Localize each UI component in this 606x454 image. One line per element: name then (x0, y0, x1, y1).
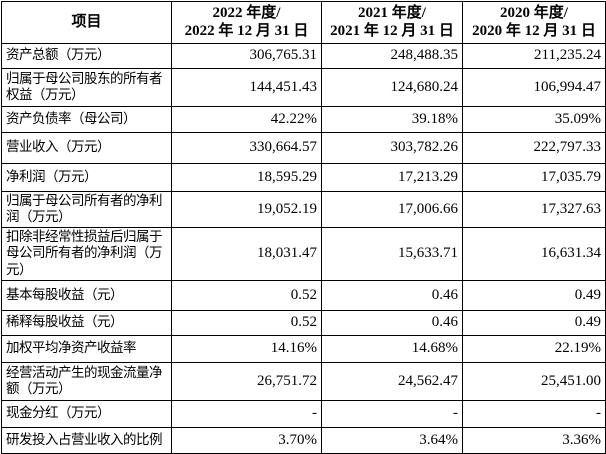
table-row-weighted-avg-roe: 加权平均净资产收益率 14.16% 14.68% 22.19% (1, 334, 606, 363)
value-2022: 26,751.72 (171, 361, 322, 401)
value-2022: 330,664.57 (171, 131, 322, 164)
value-2020: 3.36% (462, 426, 606, 454)
value-2022: 0.52 (171, 279, 322, 311)
row-label: 资产负债率（母公司） (1, 105, 172, 133)
col-header-item: 项目 (1, 1, 172, 44)
value-2021: 303,782.26 (321, 131, 463, 164)
value-2022: 0.52 (171, 309, 322, 336)
table-row-rd-ratio: 研发投入占营业收入的比例 3.70% 3.64% 3.36% (1, 426, 606, 454)
value-2020: 35.09% (462, 105, 606, 133)
value-2021: 3.64% (321, 426, 463, 454)
value-2021: 0.46 (321, 309, 463, 336)
value-2022: 144,451.43 (171, 67, 322, 107)
value-2021: 39.18% (321, 105, 463, 133)
table-row-total-assets: 资产总额（万元） 306,765.31 248,488.35 211,235.2… (1, 42, 606, 69)
table-row-basic-eps: 基本每股收益（元） 0.52 0.46 0.49 (1, 279, 606, 311)
value-2022: 18,595.29 (171, 162, 322, 192)
value-2021: - (321, 399, 463, 428)
row-label: 研发投入占营业收入的比例 (1, 426, 172, 454)
value-2020: 222,797.33 (462, 131, 606, 164)
col-header-2021: 2021 年度/ 2021 年 12 月 31 日 (321, 1, 463, 44)
value-2020: 0.49 (462, 279, 606, 311)
row-label: 稀释每股收益（元） (1, 309, 172, 336)
row-label: 归属于母公司所有者的净利润（万元） (1, 190, 172, 228)
row-label: 扣除非经常性损益后归属于母公司所有者的净利润（万元） (1, 226, 172, 281)
row-label: 加权平均净资产收益率 (1, 334, 172, 363)
value-2022: - (171, 399, 322, 428)
value-2021: 24,562.47 (321, 361, 463, 401)
value-2020: 25,451.00 (462, 361, 606, 401)
row-label: 净利润（万元） (1, 162, 172, 192)
value-2020: 211,235.24 (462, 42, 606, 69)
table-row-revenue: 营业收入（万元） 330,664.57 303,782.26 222,797.3… (1, 131, 606, 164)
value-2021: 17,213.29 (321, 162, 463, 192)
col-header-2022: 2022 年度/ 2022 年 12 月 31 日 (171, 1, 322, 44)
table-row-net-profit-excl-nonrecurring: 扣除非经常性损益后归属于母公司所有者的净利润（万元） 18,031.47 15,… (1, 226, 606, 281)
value-2020: 16,631.34 (462, 226, 606, 281)
value-2021: 124,680.24 (321, 67, 463, 107)
table-row-operating-cash-flow: 经营活动产生的现金流量净额（万元） 26,751.72 24,562.47 25… (1, 361, 606, 401)
value-2020: - (462, 399, 606, 428)
value-2020: 17,327.63 (462, 190, 606, 228)
row-label: 经营活动产生的现金流量净额（万元） (1, 361, 172, 401)
value-2022: 19,052.19 (171, 190, 322, 228)
col-header-2022-line1: 2022 年度/ (212, 5, 281, 21)
value-2022: 14.16% (171, 334, 322, 363)
value-2020: 106,994.47 (462, 67, 606, 107)
col-header-2022-line2: 2022 年 12 月 31 日 (184, 23, 309, 40)
value-2021: 0.46 (321, 279, 463, 311)
table-row-parent-net-profit: 归属于母公司所有者的净利润（万元） 19,052.19 17,006.66 17… (1, 190, 606, 228)
table-row-cash-dividend: 现金分红（万元） - - - (1, 399, 606, 428)
table-row-debt-ratio: 资产负债率（母公司） 42.22% 39.18% 35.09% (1, 105, 606, 133)
value-2022: 306,765.31 (171, 42, 322, 69)
value-2022: 42.22% (171, 105, 322, 133)
row-label: 基本每股收益（元） (1, 279, 172, 311)
col-header-2020-line1: 2020 年度/ (500, 5, 568, 21)
col-header-2021-line1: 2021 年度/ (358, 5, 426, 21)
table-row-diluted-eps: 稀释每股收益（元） 0.52 0.46 0.49 (1, 309, 606, 336)
col-header-2020: 2020 年度/ 2020 年 12 月 31 日 (462, 1, 606, 44)
col-header-2020-line2: 2020 年 12 月 31 日 (472, 23, 596, 40)
row-label: 归属于母公司股东的所有者权益（万元） (1, 67, 172, 107)
table-row-parent-equity: 归属于母公司股东的所有者权益（万元） 144,451.43 124,680.24… (1, 67, 606, 107)
value-2022: 3.70% (171, 426, 322, 454)
value-2021: 17,006.66 (321, 190, 463, 228)
value-2020: 22.19% (462, 334, 606, 363)
value-2021: 15,633.71 (321, 226, 463, 281)
row-label: 资产总额（万元） (1, 42, 172, 69)
value-2021: 248,488.35 (321, 42, 463, 69)
header-row: 项目 2022 年度/ 2022 年 12 月 31 日 2021 年度/ 20… (1, 1, 606, 44)
table-row-net-profit: 净利润（万元） 18,595.29 17,213.29 17,035.79 (1, 162, 606, 192)
value-2021: 14.68% (321, 334, 463, 363)
value-2022: 18,031.47 (171, 226, 322, 281)
row-label: 营业收入（万元） (1, 131, 172, 164)
col-header-2021-line2: 2021 年 12 月 31 日 (330, 23, 454, 40)
value-2020: 0.49 (462, 309, 606, 336)
row-label: 现金分红（万元） (1, 399, 172, 428)
value-2020: 17,035.79 (462, 162, 606, 192)
